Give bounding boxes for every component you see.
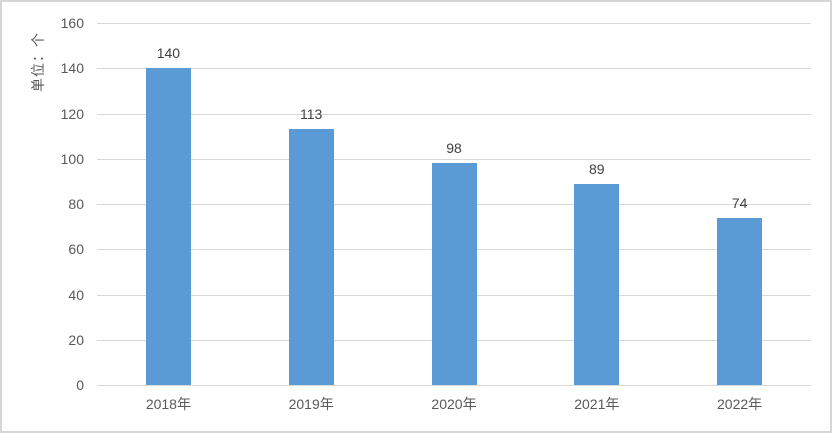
y-axis-tick-label: 160 [60,15,84,31]
bar [145,68,191,385]
y-axis-tick-label: 100 [60,150,84,167]
y-axis-tick-label: 80 [68,196,84,212]
x-axis-tick-label: 2021年 [574,396,620,412]
bar [717,217,763,385]
gridline [97,113,811,115]
bar [431,163,477,385]
x-axis-tick-label: 2019年 [288,396,334,412]
x-axis-tick-label: 2020年 [431,396,477,412]
gridline [97,23,811,24]
gridline [97,158,811,160]
x-axis-tick-label: 2018年 [145,396,191,412]
bar-value-label: 113 [300,106,323,123]
y-axis-tick-label: 20 [68,331,84,348]
x-axis-tick-label: 2022年 [717,396,763,412]
bar [288,129,334,385]
bar-value-label: 89 [589,160,605,177]
y-axis-tick-label: 0 [76,377,84,393]
y-axis-tick-label: 120 [60,105,84,122]
bar [574,183,620,385]
x-axis-line [97,385,811,386]
bar-value-label: 74 [731,194,748,211]
bar-value-label: 140 [156,45,181,62]
gridline [97,68,811,70]
y-axis-tick-label: 140 [60,60,84,77]
y-axis-tick-label: 40 [68,286,84,303]
bar-value-label: 98 [446,140,462,157]
y-axis-tick-label: 60 [68,241,84,258]
